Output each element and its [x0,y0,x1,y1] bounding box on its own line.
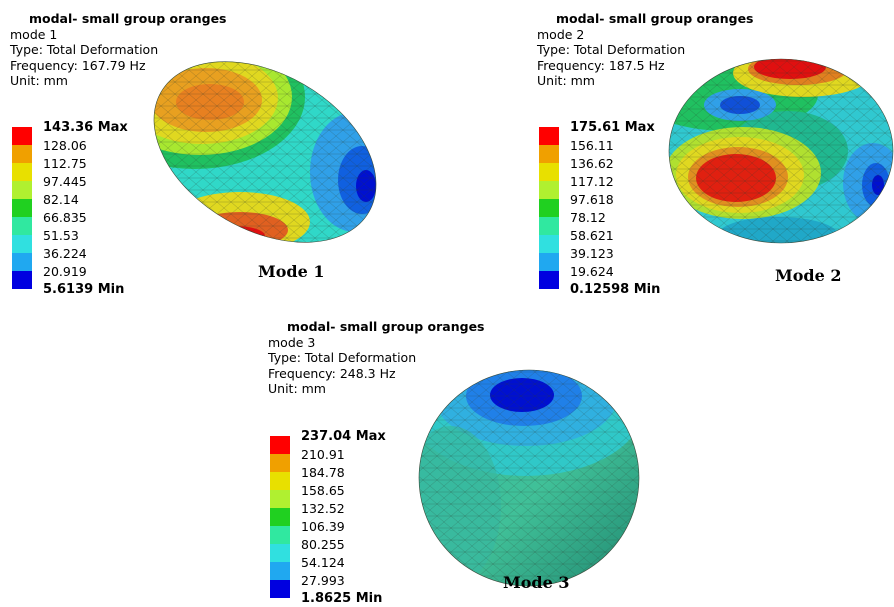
mode-1-type: Type: Total Deformation [10,42,159,57]
mode-2-mode-label: mode 2 [537,26,585,42]
legend-value-max: 143.36 Max [43,120,128,135]
legend-swatch [12,145,32,163]
legend-swatch [270,580,290,598]
legend-swatch [270,508,290,526]
mode-2-frequency: Frequency: 187.5 Hz [537,57,665,73]
legend-value: 66.835 [43,210,87,225]
mode-1-deformation-plot [140,52,390,252]
legend-swatch [270,544,290,562]
legend-swatch [270,472,290,490]
legend-swatch [539,235,559,253]
legend-value: 19.624 [570,264,614,279]
legend-swatch [539,181,559,199]
mode-2-header: modal- small group oranges mode 2 Type: … [537,11,754,89]
legend-value: 97.445 [43,174,87,189]
legend-swatch [12,127,32,145]
legend-value: 210.91 [301,447,345,462]
legend-swatch [12,235,32,253]
legend-swatch [12,253,32,271]
legend-value: 97.618 [570,192,614,207]
legend-swatch [12,217,32,235]
mode-3-unit: Unit: mm [268,381,326,396]
mode-2-title: modal- small group oranges [556,11,754,26]
mode-3-header: modal- small group oranges mode 3 Type: … [268,319,485,397]
mode-1-caption: Mode 1 [258,262,325,281]
legend-swatch [270,436,290,454]
legend-value-min: 5.6139 Min [43,282,125,297]
legend-swatch [539,217,559,235]
legend-swatch [270,562,290,580]
legend-swatch [12,199,32,217]
legend-swatch [539,271,559,289]
mode-1-frequency: Frequency: 167.79 Hz [10,57,146,73]
legend-value: 51.53 [43,228,79,243]
mode-1-title: modal- small group oranges [29,11,227,26]
mode-3-deformation-plot [418,369,640,587]
mode-1-header: modal- small group oranges mode 1 Type: … [10,11,227,89]
mode-3-type: Type: Total Deformation [268,350,417,365]
legend-swatch [270,490,290,508]
legend-swatch [270,454,290,472]
legend-value: 39.123 [570,246,614,261]
legend-value: 36.224 [43,246,87,261]
legend-value: 184.78 [301,465,345,480]
mode-2-unit: Unit: mm [537,73,595,88]
legend-swatch [539,253,559,271]
legend-value: 80.255 [301,537,345,552]
legend-swatch [12,163,32,181]
mode-3-mode-label: mode 3 [268,334,316,350]
legend-value-min: 0.12598 Min [570,282,661,297]
legend-value: 27.993 [301,573,345,588]
legend-value-max: 175.61 Max [570,120,655,135]
legend-value: 112.75 [43,156,87,171]
legend-swatch [539,163,559,181]
legend-value: 128.06 [43,138,87,153]
legend-value: 136.62 [570,156,614,171]
legend-value: 78.12 [570,210,606,225]
legend-swatch [12,181,32,199]
legend-swatch [12,271,32,289]
mode-1-mode-label: mode 1 [10,26,58,42]
legend-swatch [270,526,290,544]
mode-3-frequency: Frequency: 248.3 Hz [268,365,396,381]
legend-value: 106.39 [301,519,345,534]
mode-3-caption: Mode 3 [503,573,570,592]
legend-swatch [539,145,559,163]
legend-value: 20.919 [43,264,87,279]
mode-3-title: modal- small group oranges [287,319,485,334]
legend-value: 156.11 [570,138,614,153]
legend-swatch [539,127,559,145]
legend-value: 82.14 [43,192,79,207]
mode-2-caption: Mode 2 [775,266,842,285]
legend-swatch [539,199,559,217]
legend-value: 58.621 [570,228,614,243]
legend-value: 54.124 [301,555,345,570]
legend-value: 117.12 [570,174,614,189]
mode-2-deformation-plot [668,58,894,244]
mode-2-type: Type: Total Deformation [537,42,686,57]
legend-value-min: 1.8625 Min [301,591,383,606]
legend-value: 132.52 [301,501,345,516]
legend-value-max: 237.04 Max [301,429,386,444]
legend-value: 158.65 [301,483,345,498]
mode-1-unit: Unit: mm [10,73,68,88]
